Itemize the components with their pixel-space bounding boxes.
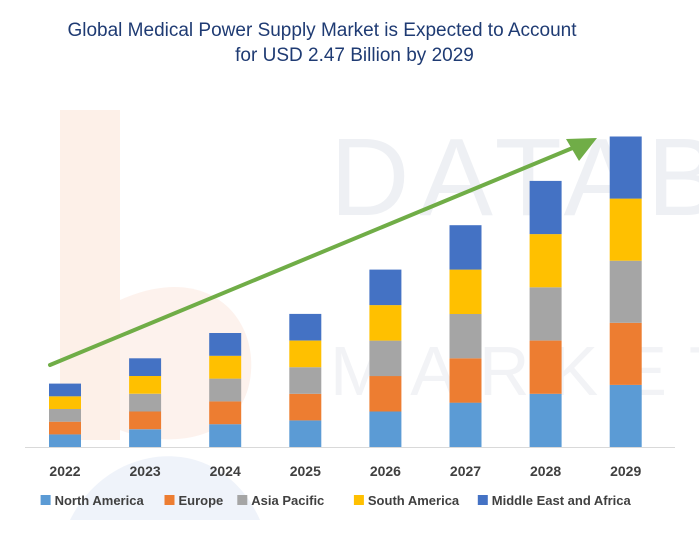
legend-swatch	[353, 495, 364, 505]
bar-segment	[129, 393, 162, 412]
bar-segment	[609, 198, 642, 261]
bar-segment	[529, 234, 562, 288]
x-tick-label: 2026	[370, 463, 401, 479]
bar-segment	[129, 358, 162, 376]
bar-segment	[209, 355, 242, 379]
x-tick-label: 2024	[210, 463, 241, 479]
bar-segment	[609, 260, 642, 323]
bar-segment	[49, 434, 81, 447]
chart-title-line-2: for USD 2.47 Billion by 2029	[235, 45, 474, 66]
bar-segment	[529, 340, 562, 394]
legend-label: Asia Pacific	[251, 493, 324, 508]
bar-segment	[369, 340, 402, 377]
bar-segment	[609, 136, 642, 199]
bar-segment	[49, 409, 81, 422]
bar-segment	[209, 378, 242, 402]
chart-title: Global Medical Power Supply Market is Ex…	[0, 18, 699, 68]
bar-segment	[129, 411, 162, 430]
bar-segment	[369, 411, 402, 447]
x-tick-label: 2029	[610, 463, 641, 479]
bar-segment	[289, 393, 322, 421]
bar-segment	[129, 429, 162, 447]
bar-segment	[369, 376, 402, 412]
bar-segment	[449, 313, 482, 359]
bar-segment	[449, 402, 482, 447]
bar-segment	[49, 396, 81, 409]
bar-segment	[49, 383, 81, 397]
x-tick-label: 2022	[49, 463, 80, 479]
legend-label: Europe	[179, 493, 224, 508]
bar-segment	[289, 313, 322, 341]
legend-label: Middle East and Africa	[492, 493, 632, 508]
bar-segment	[289, 420, 322, 447]
bar-segment	[369, 269, 402, 306]
bar-segment	[49, 421, 81, 435]
legend-label: South America	[368, 493, 460, 508]
chart-title-line-1: Global Medical Power Supply Market is Ex…	[67, 20, 577, 41]
legend-swatch	[40, 495, 51, 505]
x-tick-label: 2027	[450, 463, 481, 479]
bar-segment	[289, 367, 322, 394]
bar-segment	[209, 424, 242, 447]
bar-segment	[609, 384, 642, 447]
bar-segment	[289, 340, 322, 368]
legend-label: North America	[55, 493, 145, 508]
trend-arrow-line	[48, 145, 577, 367]
bar-segment	[449, 269, 482, 314]
bar-segment	[609, 322, 642, 385]
trend-arrow-head	[566, 138, 597, 161]
bar-segment	[209, 401, 242, 425]
x-tick-label: 2028	[530, 463, 561, 479]
legend-swatch	[237, 495, 248, 505]
bar-segment	[449, 358, 482, 403]
bar-segment	[369, 305, 402, 341]
legend-swatch	[477, 495, 488, 505]
bar-segment	[209, 333, 242, 356]
x-tick-label: 2025	[290, 463, 321, 479]
x-tick-label: 2023	[130, 463, 161, 479]
bar-segment	[449, 225, 482, 270]
bar-segment	[529, 287, 562, 341]
bar-segment	[129, 376, 162, 394]
bar-segment	[529, 180, 562, 235]
legend-swatch	[164, 495, 175, 505]
bar-segment	[529, 393, 562, 447]
